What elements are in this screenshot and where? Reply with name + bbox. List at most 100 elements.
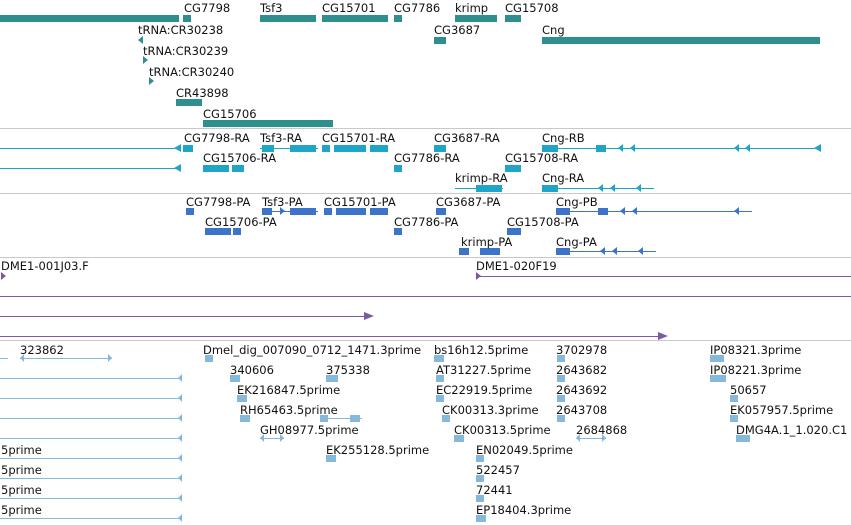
est-block[interactable]: [730, 395, 738, 402]
est-block[interactable]: [240, 415, 250, 422]
est-block[interactable]: [320, 415, 328, 422]
clone-line: [476, 276, 851, 277]
exon-block[interactable]: [262, 208, 272, 215]
exon-block[interactable]: [505, 165, 521, 172]
est-line: [0, 498, 182, 499]
est-label: bs16h12.5prime: [434, 343, 529, 357]
exon-block[interactable]: [436, 208, 446, 215]
gene-label: tRNA:CR30239: [143, 44, 229, 58]
est-label: 5prime: [1, 503, 42, 517]
protein-label: CG15701-PA: [324, 195, 396, 209]
exon-block[interactable]: [322, 145, 330, 152]
exon-block[interactable]: [324, 208, 332, 215]
strand-arrow-icon: [638, 247, 643, 255]
strand-arrow-icon: [280, 207, 285, 215]
exon-block[interactable]: [370, 208, 388, 215]
est-label: EK216847.5prime: [237, 383, 341, 397]
est-label: 2643692: [556, 383, 608, 397]
protein-label: CG15708-PA: [507, 215, 579, 229]
exon-block[interactable]: [480, 248, 500, 255]
strand-arrow-icon: [178, 494, 182, 502]
exon-block[interactable]: [459, 248, 469, 255]
gene-bar[interactable]: [542, 37, 820, 44]
transcript-label: CG15701-RA: [322, 131, 396, 145]
est-block[interactable]: [476, 475, 484, 482]
exon-block[interactable]: [394, 165, 402, 172]
exon-block[interactable]: [183, 145, 193, 152]
exon-block[interactable]: [262, 145, 274, 152]
est-block[interactable]: [557, 415, 565, 422]
exon-block[interactable]: [542, 185, 558, 192]
est-line: [0, 398, 182, 399]
exon-block[interactable]: [542, 145, 558, 152]
strand-arrow-icon: [108, 354, 112, 362]
exon-block[interactable]: [290, 145, 316, 152]
exon-block[interactable]: [290, 208, 316, 215]
exon-block[interactable]: [370, 145, 388, 152]
exon-block[interactable]: [556, 208, 570, 215]
gene-bar[interactable]: [176, 99, 202, 106]
est-block[interactable]: [476, 455, 484, 462]
exon-block[interactable]: [336, 208, 366, 215]
est-block[interactable]: [710, 355, 724, 362]
est-block[interactable]: [476, 495, 484, 502]
gene-bar[interactable]: [322, 15, 388, 22]
intron-line: [542, 148, 820, 149]
est-block[interactable]: [230, 375, 240, 382]
track-separator: [0, 128, 851, 129]
gene-bar[interactable]: [455, 15, 497, 22]
exon-block[interactable]: [186, 208, 194, 215]
intron-line: [0, 148, 180, 149]
gene-bar[interactable]: [434, 37, 446, 44]
strand-arrow-icon: [612, 247, 617, 255]
gene-bar[interactable]: [260, 15, 316, 22]
est-block[interactable]: [730, 415, 738, 422]
exon-block[interactable]: [232, 165, 244, 172]
est-block[interactable]: [557, 355, 565, 362]
est-block[interactable]: [436, 375, 444, 382]
strand-arrow-icon: [476, 272, 481, 280]
est-block[interactable]: [710, 375, 726, 382]
gene-bar[interactable]: [0, 15, 179, 22]
exon-block[interactable]: [507, 228, 521, 235]
est-block[interactable]: [476, 515, 486, 522]
gene-label: tRNA:CR30240: [149, 65, 235, 79]
transcript-label: CG15708-RA: [505, 151, 579, 165]
est-block[interactable]: [350, 415, 360, 422]
gene-label: krimp: [455, 1, 489, 15]
gene-bar[interactable]: [183, 15, 191, 22]
exon-block[interactable]: [476, 185, 502, 192]
exon-block[interactable]: [334, 145, 366, 152]
est-block[interactable]: [205, 355, 213, 362]
est-block[interactable]: [434, 355, 444, 362]
est-block[interactable]: [454, 435, 464, 442]
exon-block[interactable]: [596, 145, 606, 152]
exon-block[interactable]: [556, 248, 570, 255]
est-block[interactable]: [326, 455, 336, 462]
est-block[interactable]: [736, 435, 750, 442]
est-block[interactable]: [436, 395, 444, 402]
exon-block[interactable]: [233, 228, 241, 235]
est-label: GH08977.5prime: [260, 423, 359, 437]
exon-block[interactable]: [394, 228, 402, 235]
est-block[interactable]: [237, 395, 247, 402]
gene-bar[interactable]: [203, 120, 333, 127]
exon-block[interactable]: [205, 228, 231, 235]
est-label: 2643708: [556, 403, 608, 417]
est-block[interactable]: [557, 395, 565, 402]
est-line: [0, 458, 182, 459]
est-label: 5prime: [1, 443, 42, 457]
est-block[interactable]: [442, 415, 450, 422]
exon-block[interactable]: [598, 208, 608, 215]
exon-block[interactable]: [203, 165, 229, 172]
est-line: [0, 418, 182, 419]
exon-block[interactable]: [434, 145, 446, 152]
track-ests: 323862 Dmel_dig_007090_0712_1471.3prime …: [0, 341, 851, 525]
gene-bar[interactable]: [505, 15, 521, 22]
gene-bar[interactable]: [394, 15, 402, 22]
est-label: IP08221.3prime: [710, 363, 802, 377]
est-block[interactable]: [557, 375, 565, 382]
gene-label: CG15708: [505, 1, 559, 15]
est-block[interactable]: [326, 375, 338, 382]
